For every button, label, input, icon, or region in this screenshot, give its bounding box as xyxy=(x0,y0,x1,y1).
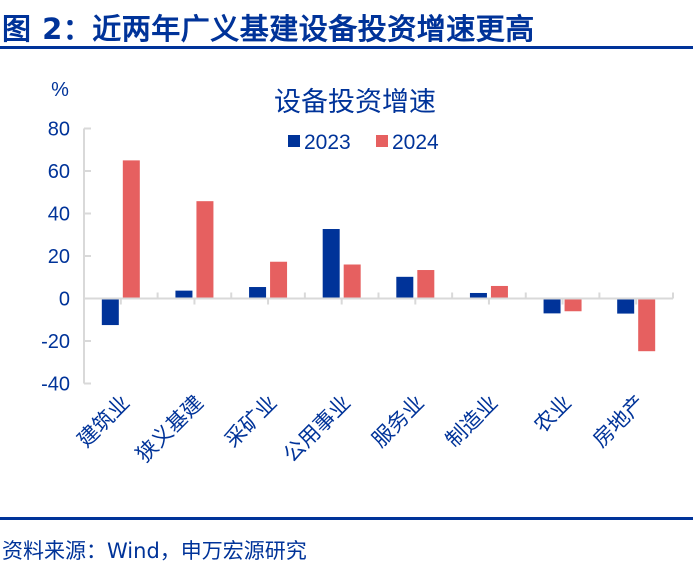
bar-2024-公用事业 xyxy=(343,264,361,299)
source-note: 资料来源：Wind，申万宏源研究 xyxy=(2,539,307,563)
bar-2023-采矿业 xyxy=(249,287,267,299)
legend: 2023 2024 xyxy=(288,131,439,154)
bar-2023-建筑业 xyxy=(101,298,119,326)
y-axis: 80 60 40 20 0 -20 -40 xyxy=(41,119,91,396)
x-category-label: 服务业 xyxy=(367,391,429,453)
x-category-label: 狭义基建 xyxy=(132,391,208,467)
bars xyxy=(101,160,656,352)
y-tick-label: -20 xyxy=(41,331,70,353)
x-category-label: 房地产 xyxy=(588,391,650,453)
y-tick-label: -40 xyxy=(41,374,70,396)
legend-swatch-2023 xyxy=(288,135,300,147)
bar-2024-农业 xyxy=(564,298,582,312)
bar-2024-采矿业 xyxy=(270,261,288,299)
bar-2024-房地产 xyxy=(638,298,656,352)
x-category-label: 农业 xyxy=(529,391,576,438)
y-tick-label: 60 xyxy=(48,161,70,183)
x-category-label: 采矿业 xyxy=(220,391,282,453)
x-category-label: 制造业 xyxy=(441,391,503,453)
x-category-label: 建筑业 xyxy=(73,391,135,453)
bar-2023-公用事业 xyxy=(322,229,340,299)
legend-label-2024: 2024 xyxy=(392,131,439,154)
bar-2024-制造业 xyxy=(490,285,508,299)
x-axis xyxy=(84,292,674,305)
x-category-label: 公用事业 xyxy=(279,391,355,467)
bar-2024-建筑业 xyxy=(122,160,140,299)
bar-2024-服务业 xyxy=(417,270,435,299)
y-tick-label: 20 xyxy=(48,246,70,268)
footer-divider xyxy=(0,517,693,520)
bar-2023-制造业 xyxy=(469,292,487,299)
bar-2023-房地产 xyxy=(617,298,635,314)
chart-title: 设备投资增速 xyxy=(274,87,436,118)
title-divider xyxy=(0,46,693,49)
bar-2023-服务业 xyxy=(396,276,414,299)
y-axis-unit: % xyxy=(51,79,69,101)
bar-2023-狭义基建 xyxy=(175,290,193,299)
legend-label-2023: 2023 xyxy=(304,131,351,154)
y-tick-label: 0 xyxy=(59,289,70,311)
y-tick-label: 80 xyxy=(48,119,70,141)
bar-2024-狭义基建 xyxy=(196,201,214,299)
legend-swatch-2024 xyxy=(376,135,388,147)
figure-title: 图 2：近两年广义基建设备投资增速更高 xyxy=(2,12,535,46)
bar-2023-农业 xyxy=(543,298,561,314)
y-tick-label: 40 xyxy=(48,204,70,226)
